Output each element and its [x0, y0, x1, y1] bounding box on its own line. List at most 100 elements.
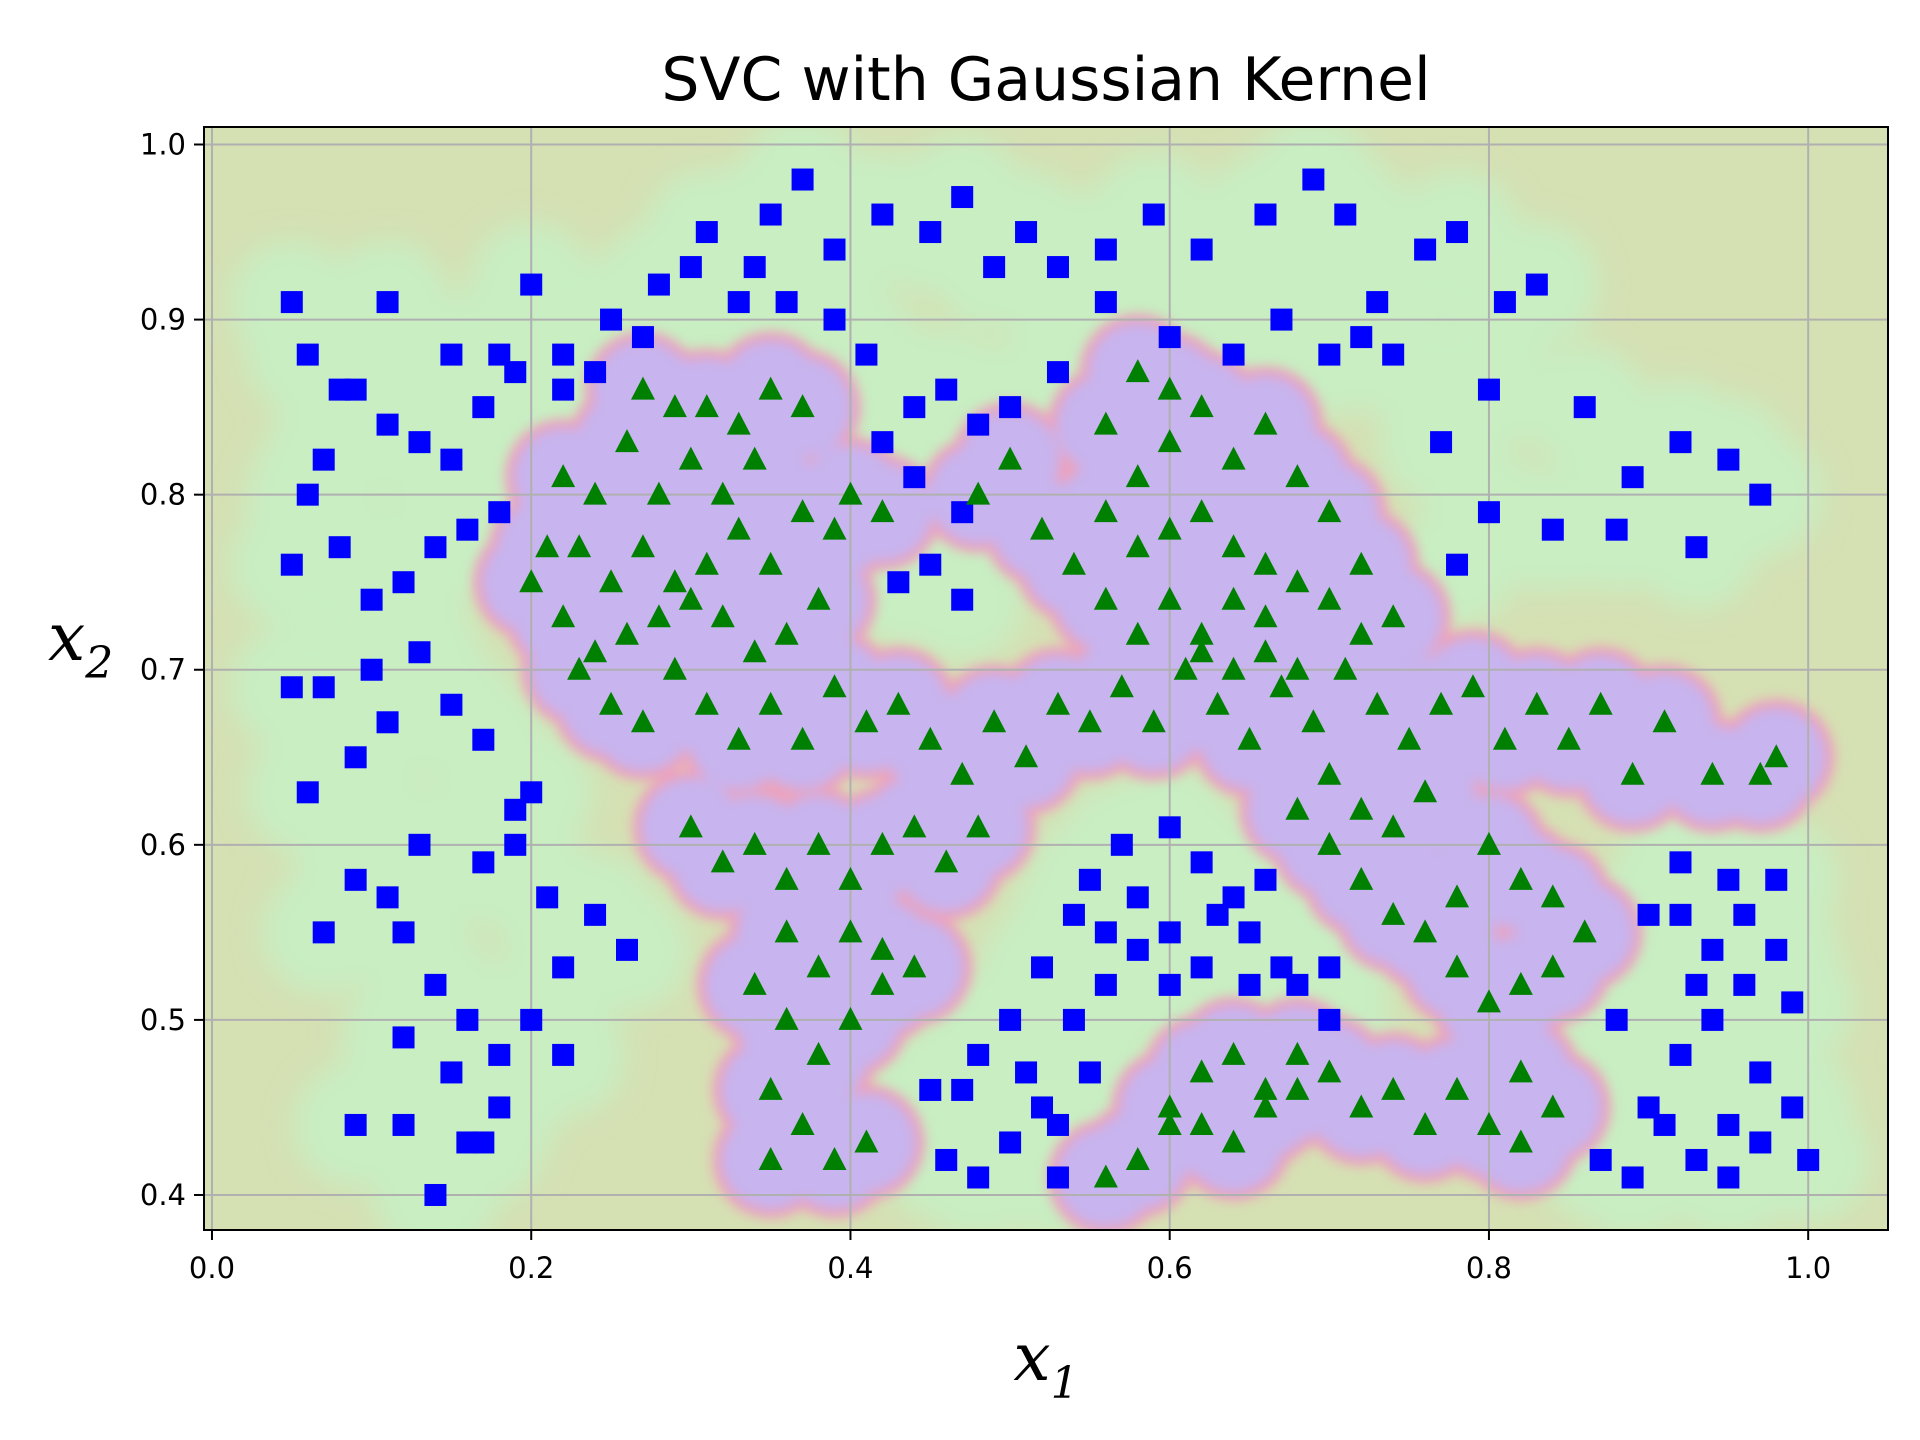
class-1-point [966, 814, 991, 838]
class-1-point [1157, 376, 1182, 400]
class-0-point [951, 501, 974, 524]
class-1-point [726, 516, 751, 540]
class-0-point [1733, 903, 1756, 926]
class-1-point [1508, 1059, 1533, 1083]
class-1-point [1317, 1059, 1342, 1083]
class-0-point [552, 343, 575, 366]
class-1-point [902, 814, 927, 838]
class-0-point [999, 1131, 1022, 1154]
class-1-point [790, 499, 815, 523]
class-0-point [1158, 921, 1181, 944]
class-0-point [1350, 326, 1373, 349]
class-1-point [630, 376, 655, 400]
class-0-point [759, 203, 782, 226]
class-1-point [1429, 691, 1454, 715]
class-1-point [1093, 1164, 1118, 1188]
class-0-point [775, 291, 798, 314]
class-1-point [1381, 901, 1406, 925]
class-0-point [903, 466, 926, 489]
class-0-point [392, 571, 415, 594]
class-0-point [1254, 203, 1277, 226]
class-0-point [1637, 1096, 1660, 1119]
class-1-point [710, 604, 735, 628]
class-0-point [951, 588, 974, 611]
class-0-point [1685, 1148, 1708, 1171]
class-1-point [694, 394, 719, 418]
class-1-point [870, 971, 895, 995]
class-1-point [1030, 516, 1055, 540]
class-0-point [1477, 378, 1500, 401]
class-0-point [1446, 221, 1469, 244]
class-1-point [1221, 534, 1246, 558]
class-0-point [520, 781, 543, 804]
class-0-point [1286, 973, 1309, 996]
class-1-point [902, 954, 927, 978]
class-0-point [1493, 291, 1516, 314]
class-1-point [806, 954, 831, 978]
class-1-point [1221, 656, 1246, 680]
class-0-point [376, 711, 399, 734]
class-0-point [312, 676, 335, 699]
class-0-point [1046, 361, 1069, 384]
class-1-point [806, 586, 831, 610]
class-0-point [408, 431, 431, 454]
class-0-point [1414, 238, 1437, 261]
class-0-point [935, 378, 958, 401]
class-1-point [1221, 1041, 1246, 1065]
class-1-point [742, 446, 767, 470]
class-1-point [519, 569, 544, 593]
class-0-point [1094, 973, 1117, 996]
class-1-point [726, 726, 751, 750]
class-1-point [1540, 954, 1565, 978]
class-0-point [823, 308, 846, 331]
class-0-point [504, 361, 527, 384]
class-0-point [967, 1043, 990, 1066]
x-axis-label: x1 [1013, 1319, 1078, 1409]
markers [280, 168, 1820, 1206]
class-0-point [344, 378, 367, 401]
class-1-point [1221, 1129, 1246, 1153]
class-1-point [599, 569, 624, 593]
class-1-point [1413, 779, 1438, 803]
class-0-point [392, 1113, 415, 1136]
class-1-point [982, 709, 1007, 733]
class-1-point [1093, 499, 1118, 523]
class-1-point [1540, 1094, 1565, 1118]
class-0-point [456, 518, 479, 541]
class-0-point [1733, 973, 1756, 996]
class-0-point [1334, 203, 1357, 226]
class-1-point [1205, 691, 1230, 715]
class-1-point [838, 1006, 863, 1030]
class-1-point [1221, 446, 1246, 470]
class-0-point [280, 553, 303, 576]
class-1-point [1349, 866, 1374, 890]
class-1-point [838, 866, 863, 890]
class-0-point [1078, 868, 1101, 891]
class-0-point [1765, 938, 1788, 961]
class-0-point [1110, 833, 1133, 856]
class-1-point [1700, 761, 1725, 785]
class-0-point [440, 343, 463, 366]
class-0-point [376, 413, 399, 436]
class-0-point [472, 728, 495, 751]
class-0-point [376, 291, 399, 314]
class-0-point [1366, 291, 1389, 314]
class-0-point [1046, 1113, 1069, 1136]
class-1-point [646, 481, 671, 505]
class-0-point [408, 833, 431, 856]
class-1-point [1157, 586, 1182, 610]
class-0-point [1222, 343, 1245, 366]
class-1-point [1540, 884, 1565, 908]
class-0-point [360, 588, 383, 611]
x-tick-label: 0.2 [508, 1251, 554, 1285]
class-1-point [1301, 709, 1326, 733]
class-0-point [951, 186, 974, 209]
class-0-point [1222, 886, 1245, 909]
class-0-point [584, 903, 607, 926]
class-0-point [1430, 431, 1453, 454]
class-0-point [392, 1026, 415, 1049]
class-1-point [1652, 709, 1677, 733]
class-1-point [1285, 1076, 1310, 1100]
class-1-point [1524, 691, 1549, 715]
class-1-point [662, 394, 687, 418]
